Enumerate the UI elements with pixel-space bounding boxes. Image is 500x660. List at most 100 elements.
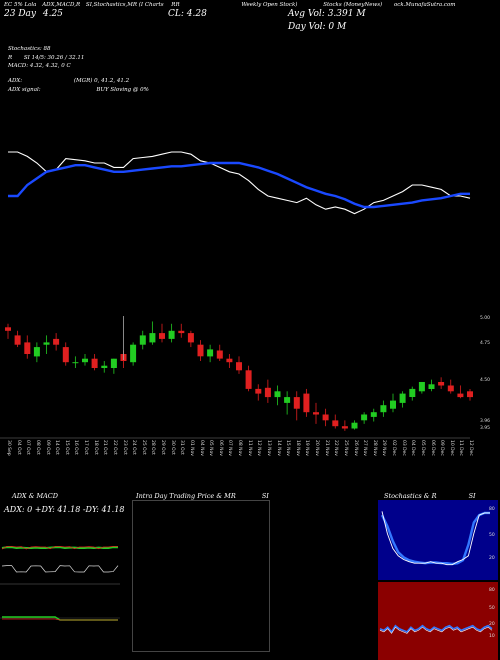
date-label: 11 Dec (458, 440, 464, 456)
date-label: 18 Nov (294, 440, 300, 456)
adx-signal-info: ADX signal: BUY Sloving @ 0% (8, 87, 149, 93)
candle-body (264, 387, 271, 398)
date-axis: 30 Sep 04 Oct 07 Oct 08 Oct 09 Oct 14 Oct 15 O… (0, 440, 480, 488)
date-label: 19 Nov (304, 440, 310, 456)
stochastics-panel (378, 500, 498, 660)
signal-text: BUY Sloving @ 0% (96, 87, 149, 93)
date-label: 21 Oct (102, 440, 108, 455)
date-label: 21 Nov (323, 440, 329, 456)
candle-body (428, 384, 435, 389)
candle-body (332, 420, 339, 427)
candle-body (5, 327, 11, 331)
candle-body (293, 397, 300, 409)
rsi-signal-line (379, 626, 493, 634)
rsi-tick-50: 50 (489, 606, 495, 611)
candle-body (467, 391, 473, 398)
date-label: 05 Nov (208, 440, 214, 456)
candle-body (91, 358, 98, 368)
date-label: 24 Oct (131, 440, 137, 455)
stoch-si-text: SI (468, 492, 476, 500)
header-title: EC 5% Lola (4, 2, 37, 8)
adx-info: ADX: (MGR) 0, 41.2, 41.2 (8, 78, 129, 84)
candle-body (399, 393, 406, 403)
date-label: 22 Oct (111, 440, 117, 455)
date-label: 09 Oct (44, 440, 50, 455)
macd-signal-line (2, 618, 118, 621)
date-label: 07 Nov (227, 440, 233, 456)
date-label: 13 Nov (265, 440, 271, 456)
date-label: 27 Nov (362, 440, 368, 456)
date-label: 14 Nov (275, 440, 281, 456)
date-label: 18 Oct (92, 440, 98, 455)
candle-body (361, 414, 368, 421)
avg-vol: Avg Vol: 3.391 M (288, 9, 366, 19)
date-label: 06 Dec (429, 440, 435, 456)
date-label: 08 Nov (237, 440, 242, 456)
candle-body (197, 344, 204, 357)
candle-body (370, 412, 377, 417)
date-label: 06 Nov (217, 440, 223, 456)
close-value: 4.25 (42, 9, 63, 19)
date-label: 20 Nov (314, 440, 319, 456)
header-line1: EC 5% Lola ADX,MACD,R SI,Stochastics,MR … (4, 2, 496, 8)
candle-body (101, 365, 108, 368)
rsi-info: R SI 14/5: 30.26 / 32.11 (8, 55, 84, 61)
rsi-line (379, 624, 493, 634)
adx-line (1, 565, 119, 573)
date-label: 12 Dec (468, 440, 473, 456)
ma-short-line (8, 151, 471, 215)
adx-panel-title: ADX & MACD (12, 492, 58, 500)
date-label: 31 Oct (179, 440, 185, 455)
candle-body (457, 393, 464, 398)
candle-body (255, 388, 262, 394)
adx-values: (MGR) 0, 41.2, 41.2 (73, 78, 130, 84)
date-label: 28 Oct (150, 440, 156, 455)
candle-body (216, 350, 223, 359)
date-label: 12 Nov (256, 440, 262, 456)
date-label: 16 Oct (73, 440, 79, 455)
day-vol: Day Vol: 0 M (288, 22, 347, 32)
macd-info: MACD: 4.32, 4.32, 0 C (8, 63, 71, 69)
date-label: 09 Dec (439, 440, 445, 456)
date-label: 26 Nov (352, 440, 358, 456)
cl-label: CL: 4.28 (168, 9, 207, 19)
date-label: 03 Dec (400, 440, 406, 456)
rsi-tick-10: 10 (489, 634, 495, 639)
candle-body (53, 338, 60, 345)
intraday-panel (132, 500, 270, 652)
period-label: 23 Day 4.25 (4, 9, 63, 19)
price-tick-3-96: 3.96 (480, 419, 491, 424)
candle-body (409, 388, 416, 397)
date-label: 15 Oct (63, 440, 69, 455)
date-label: 07 Oct (25, 440, 31, 455)
candle-body (72, 362, 79, 364)
candle-body (313, 412, 319, 415)
adx-minus-line (1, 545, 118, 550)
candle-body (447, 385, 454, 392)
header-item-daily: ADX,MACD,R (42, 2, 81, 8)
header-item-site: ock.MunafaSutra.com (393, 2, 456, 8)
candle-body (207, 349, 214, 357)
date-label: 25 Oct (140, 440, 146, 455)
candle-body (236, 362, 242, 371)
candle-body (14, 335, 21, 345)
date-label: 22 Nov (333, 440, 339, 456)
candle-body (245, 370, 252, 389)
intraday-title-text: Intra Day Trading Price & MR (136, 492, 236, 500)
stoch-tick-20: 20 (489, 556, 495, 561)
date-label: 15 Nov (285, 440, 291, 456)
adx-label: ADX: (8, 78, 23, 84)
candle-body (438, 382, 445, 386)
price-tick-4-75: 4.75 (480, 341, 491, 346)
moving-average-chart (8, 151, 471, 215)
date-label: 02 Dec (391, 440, 396, 456)
period-value: 23 Day (4, 9, 36, 19)
adx-macd-panel (0, 518, 120, 658)
adx-plus-line (1, 546, 118, 550)
intraday-si-text: SI (261, 492, 269, 500)
candle-body (418, 382, 425, 392)
candle-body (43, 342, 50, 345)
rsi-background (378, 582, 498, 660)
candle-body (24, 342, 31, 354)
intraday-panel-title: Intra Day Trading Price & MR SI (136, 492, 269, 500)
